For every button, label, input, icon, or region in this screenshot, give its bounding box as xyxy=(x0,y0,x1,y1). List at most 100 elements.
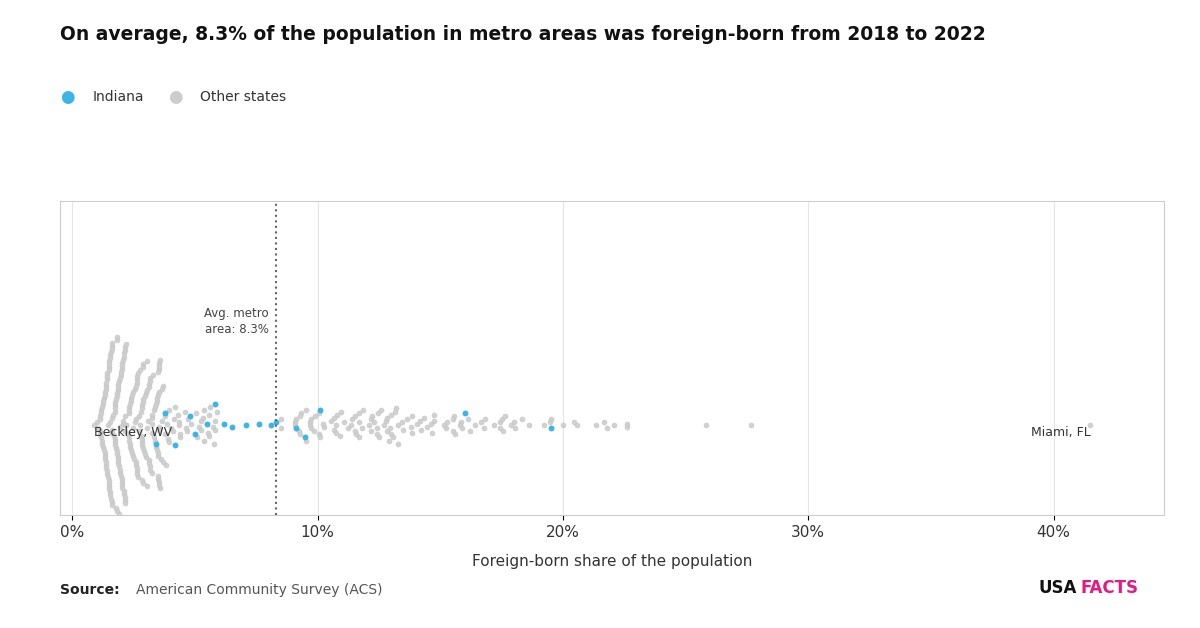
Point xyxy=(361,426,380,436)
Point xyxy=(287,414,306,424)
Point xyxy=(187,433,206,443)
Point xyxy=(157,419,176,429)
Point xyxy=(127,377,146,387)
Point xyxy=(540,417,559,427)
Point xyxy=(104,406,124,416)
Point xyxy=(374,420,394,430)
Point xyxy=(113,357,132,367)
Point xyxy=(139,455,158,465)
Point xyxy=(311,433,330,443)
Point xyxy=(107,443,126,453)
Point xyxy=(88,417,107,427)
Point xyxy=(113,477,132,487)
Point xyxy=(151,483,170,493)
Point xyxy=(492,414,511,424)
Point xyxy=(120,435,139,445)
Point xyxy=(146,438,166,448)
Point xyxy=(742,420,761,430)
Text: Indiana: Indiana xyxy=(92,90,144,104)
Point xyxy=(112,470,131,480)
Text: On average, 8.3% of the population in metro areas was foreign-born from 2018 to : On average, 8.3% of the population in me… xyxy=(60,25,985,44)
Point xyxy=(168,409,187,420)
Point xyxy=(100,359,119,369)
Point xyxy=(133,394,152,404)
Point xyxy=(149,422,168,432)
Point xyxy=(89,423,108,433)
Point xyxy=(133,440,152,450)
Point xyxy=(119,433,138,443)
Point xyxy=(139,382,158,392)
Point xyxy=(206,406,226,416)
Point xyxy=(1081,420,1100,430)
X-axis label: Foreign-born share of the population: Foreign-born share of the population xyxy=(472,553,752,568)
Point xyxy=(95,445,114,455)
Text: Miami, FL: Miami, FL xyxy=(1031,426,1091,440)
Point xyxy=(140,462,160,472)
Point xyxy=(122,448,142,458)
Point xyxy=(198,419,217,429)
Point xyxy=(535,420,554,430)
Point xyxy=(90,411,109,421)
Text: ●: ● xyxy=(60,89,74,106)
Point xyxy=(490,417,509,427)
Point xyxy=(421,419,440,429)
Point xyxy=(115,492,134,502)
Point xyxy=(512,414,532,424)
Point xyxy=(133,362,152,372)
Point xyxy=(96,381,115,391)
Point xyxy=(407,419,426,429)
Point xyxy=(314,422,334,432)
Point xyxy=(150,357,169,367)
Point xyxy=(102,494,121,504)
Point xyxy=(97,374,116,384)
Point xyxy=(437,417,456,427)
Point xyxy=(382,409,401,420)
Point xyxy=(101,490,120,501)
Point xyxy=(125,384,144,394)
Point xyxy=(91,430,110,440)
Point xyxy=(131,420,150,430)
Point xyxy=(156,430,175,440)
Point xyxy=(133,359,152,369)
Point xyxy=(310,408,329,418)
Point xyxy=(170,430,190,440)
Point xyxy=(107,446,126,456)
Point xyxy=(120,399,139,409)
Point xyxy=(367,430,386,440)
Point xyxy=(422,428,442,438)
Point xyxy=(301,423,320,433)
Point xyxy=(151,355,170,365)
Point xyxy=(96,451,115,461)
Point xyxy=(137,388,156,398)
Point xyxy=(120,438,139,448)
Point xyxy=(132,406,151,416)
Point xyxy=(152,384,172,394)
Point xyxy=(305,426,324,436)
Point xyxy=(402,422,421,432)
Point xyxy=(349,417,368,427)
Point xyxy=(143,419,162,429)
Point xyxy=(126,414,145,424)
Point xyxy=(139,379,158,389)
Point xyxy=(133,475,152,485)
Point xyxy=(94,399,113,409)
Text: Avg. metro
area: 8.3%: Avg. metro area: 8.3% xyxy=(204,306,269,335)
Point xyxy=(97,463,116,473)
Point xyxy=(121,392,140,403)
Point xyxy=(155,411,174,421)
Point xyxy=(102,497,121,507)
Point xyxy=(126,381,145,391)
Point xyxy=(187,408,206,418)
Point xyxy=(443,414,462,424)
Point xyxy=(124,387,143,397)
Point xyxy=(308,430,328,440)
Point xyxy=(96,454,115,464)
Point xyxy=(109,379,128,389)
Point xyxy=(587,420,606,430)
Point xyxy=(90,414,109,424)
Point xyxy=(164,414,184,424)
Point xyxy=(108,452,127,462)
Point xyxy=(466,420,485,430)
Point xyxy=(109,458,128,468)
Point xyxy=(96,390,115,400)
